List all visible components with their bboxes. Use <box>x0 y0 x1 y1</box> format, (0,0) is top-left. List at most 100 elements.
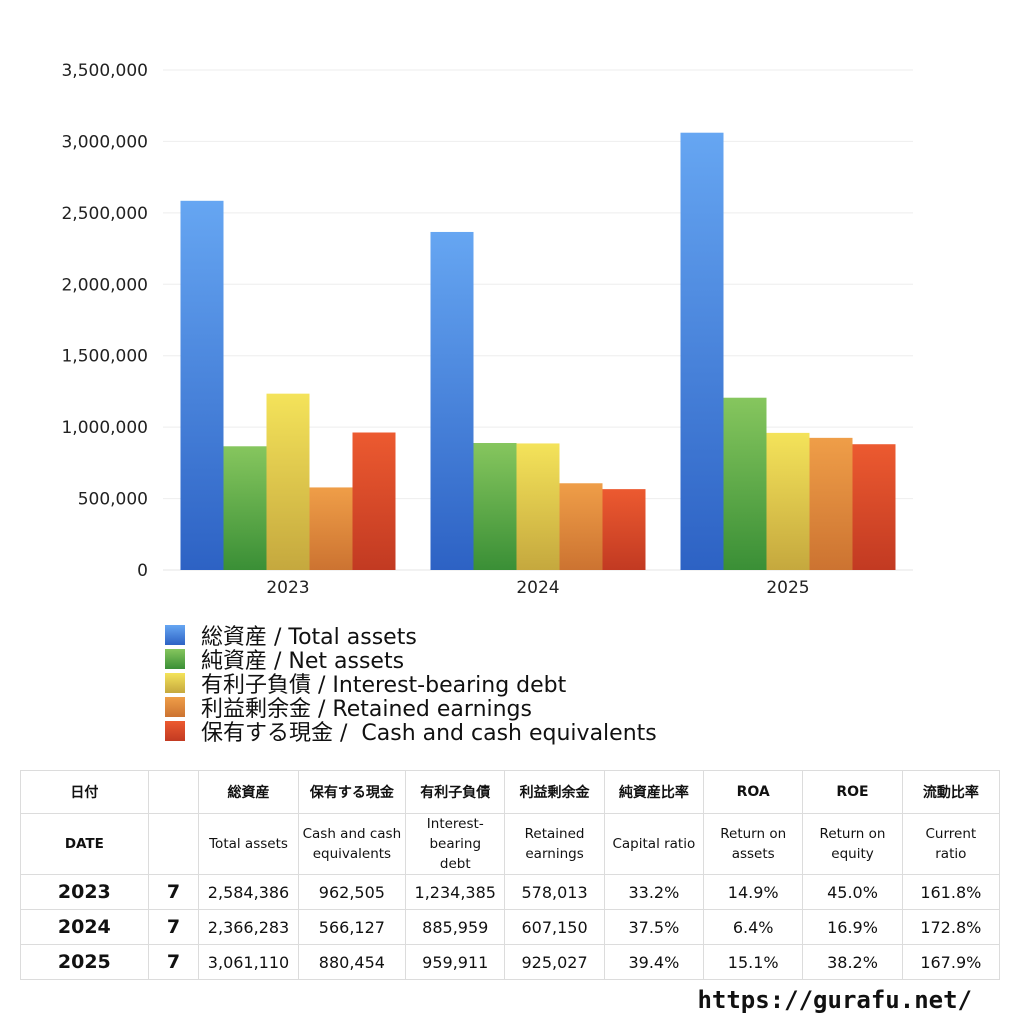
table-header-cell <box>147 813 200 875</box>
table-cell: 2024 <box>20 909 149 945</box>
x-axis-ticks: 2023 2024 2025 <box>266 578 809 598</box>
table-row: DATE Total assets Cash and cash equivalent… <box>20 813 1001 875</box>
table-header-cell: 有利子負債 <box>405 770 506 814</box>
bars <box>180 132 896 570</box>
x-tick-label: 2024 <box>516 578 559 598</box>
bar <box>180 200 224 570</box>
bar <box>680 132 724 570</box>
x-tick-label: 2025 <box>766 578 809 598</box>
bar <box>559 483 603 570</box>
table-cell: 3,061,110 <box>198 944 299 980</box>
table-header-cell: 日付 <box>20 770 149 814</box>
table-header-cell: Capital ratio <box>603 813 705 875</box>
table-cell: 2,366,283 <box>198 909 299 945</box>
table-cell: 15.1% <box>703 944 804 980</box>
bar <box>309 487 353 570</box>
y-tick-label: 2,500,000 <box>61 204 148 224</box>
table-header-cell: Return on assets <box>703 813 804 875</box>
table-header-cell: Return on equity <box>802 813 903 875</box>
bar <box>223 446 267 570</box>
y-tick-label: 2,000,000 <box>61 275 148 295</box>
table-cell: 161.8% <box>901 874 1001 910</box>
table-header-cell: Total assets <box>198 813 299 875</box>
legend-swatch <box>165 649 185 669</box>
table-row: 2024 7 2,366,283 566,127 885,959 607,150 37.5%… <box>20 909 1001 945</box>
legend-label: 総資産 / Total assets <box>201 625 417 650</box>
table-cell: 33.2% <box>603 874 705 910</box>
bar <box>852 444 896 570</box>
table-cell: 37.5% <box>603 909 705 945</box>
table-header-cell <box>147 770 200 814</box>
y-axis-ticks: 0 500,000 1,000,000 1,500,000 2,000,000 2,500… <box>61 61 148 581</box>
table-cell: 578,013 <box>504 874 605 910</box>
table-cell: 1,234,385 <box>405 874 506 910</box>
legend-item: 有利子負債 / Interest-bearing debt <box>165 671 657 698</box>
table-cell: 2025 <box>20 944 149 980</box>
y-tick-label: 500,000 <box>78 490 148 510</box>
table-cell: 880,454 <box>297 944 407 980</box>
bar <box>473 443 517 570</box>
table-cell: 14.9% <box>703 874 804 910</box>
table-cell: 172.8% <box>901 909 1001 945</box>
table-row: 日付 総資産 保有する現金 有利子負債 利益剰余金 純資産比率 ROA ROE 流動比率 <box>20 770 1001 814</box>
table-cell: 959,911 <box>405 944 506 980</box>
legend-swatch <box>165 673 185 693</box>
bar <box>809 437 853 570</box>
legend-swatch <box>165 625 185 645</box>
legend-swatch <box>165 697 185 717</box>
bar <box>516 443 560 570</box>
table-cell: 45.0% <box>802 874 903 910</box>
chart-legend: 総資産 / Total assets 純資産 / Net assets 有利子負債 … <box>165 623 657 746</box>
table-cell: 6.4% <box>703 909 804 945</box>
table-header-cell: 利益剰余金 <box>504 770 605 814</box>
table-cell: 962,505 <box>297 874 407 910</box>
y-tick-label: 1,000,000 <box>61 418 148 438</box>
table-cell: 16.9% <box>802 909 903 945</box>
table-cell: 2,584,386 <box>198 874 299 910</box>
bar <box>723 397 767 570</box>
table-header-cell: Cash and cash equivalents <box>297 813 407 875</box>
table-header-cell: 純資産比率 <box>603 770 705 814</box>
bar <box>430 231 474 570</box>
table-header-cell: 総資産 <box>198 770 299 814</box>
table-cell: 2023 <box>20 874 149 910</box>
table-cell: 7 <box>147 874 200 910</box>
y-tick-label: 3,000,000 <box>61 132 148 152</box>
table-header-cell: 流動比率 <box>901 770 1001 814</box>
table-header-cell: 保有する現金 <box>297 770 407 814</box>
table-cell: 925,027 <box>504 944 605 980</box>
site-url[interactable]: https://gurafu.net/ <box>697 986 972 1014</box>
legend-item: 純資産 / Net assets <box>165 647 657 674</box>
table-cell: 39.4% <box>603 944 705 980</box>
legend-item: 総資産 / Total assets <box>165 623 657 650</box>
bar <box>766 432 810 570</box>
table-header-cell: DATE <box>20 813 149 875</box>
table-cell: 7 <box>147 944 200 980</box>
legend-item: 利益剰余金 / Retained earnings <box>165 695 657 722</box>
table-cell: 566,127 <box>297 909 407 945</box>
y-tick-label: 3,500,000 <box>61 61 148 81</box>
bar <box>602 489 646 570</box>
table-header-cell: Retained earnings <box>504 813 605 875</box>
legend-label: 保有する現金 / Cash and cash equivalents <box>201 721 657 746</box>
table-header-cell: Current ratio <box>901 813 1001 875</box>
legend-label: 有利子負債 / Interest-bearing debt <box>201 673 567 698</box>
table-cell: 885,959 <box>405 909 506 945</box>
bar-chart: 0 500,000 1,000,000 1,500,000 2,000,000 2,500… <box>61 61 913 598</box>
legend-item: 保有する現金 / Cash and cash equivalents <box>165 719 657 746</box>
table-row: 2023 7 2,584,386 962,505 1,234,385 578,013 33.… <box>20 874 1001 910</box>
legend-label: 純資産 / Net assets <box>201 649 405 674</box>
table-cell: 38.2% <box>802 944 903 980</box>
table-cell: 167.9% <box>901 944 1001 980</box>
financial-table: 日付 総資産 保有する現金 有利子負債 利益剰余金 純資産比率 ROA ROE 流動比率 DATE… <box>20 770 1001 980</box>
legend-swatch <box>165 721 185 741</box>
table-row: 2025 7 3,061,110 880,454 959,911 925,027 39.4%… <box>20 944 1001 980</box>
table-header-cell: ROE <box>802 770 903 814</box>
bar <box>266 393 310 570</box>
bar <box>352 432 396 570</box>
table-header-cell: ROA <box>703 770 804 814</box>
table-cell: 607,150 <box>504 909 605 945</box>
y-tick-label: 1,500,000 <box>61 347 148 367</box>
x-tick-label: 2023 <box>266 578 309 598</box>
table-cell: 7 <box>147 909 200 945</box>
